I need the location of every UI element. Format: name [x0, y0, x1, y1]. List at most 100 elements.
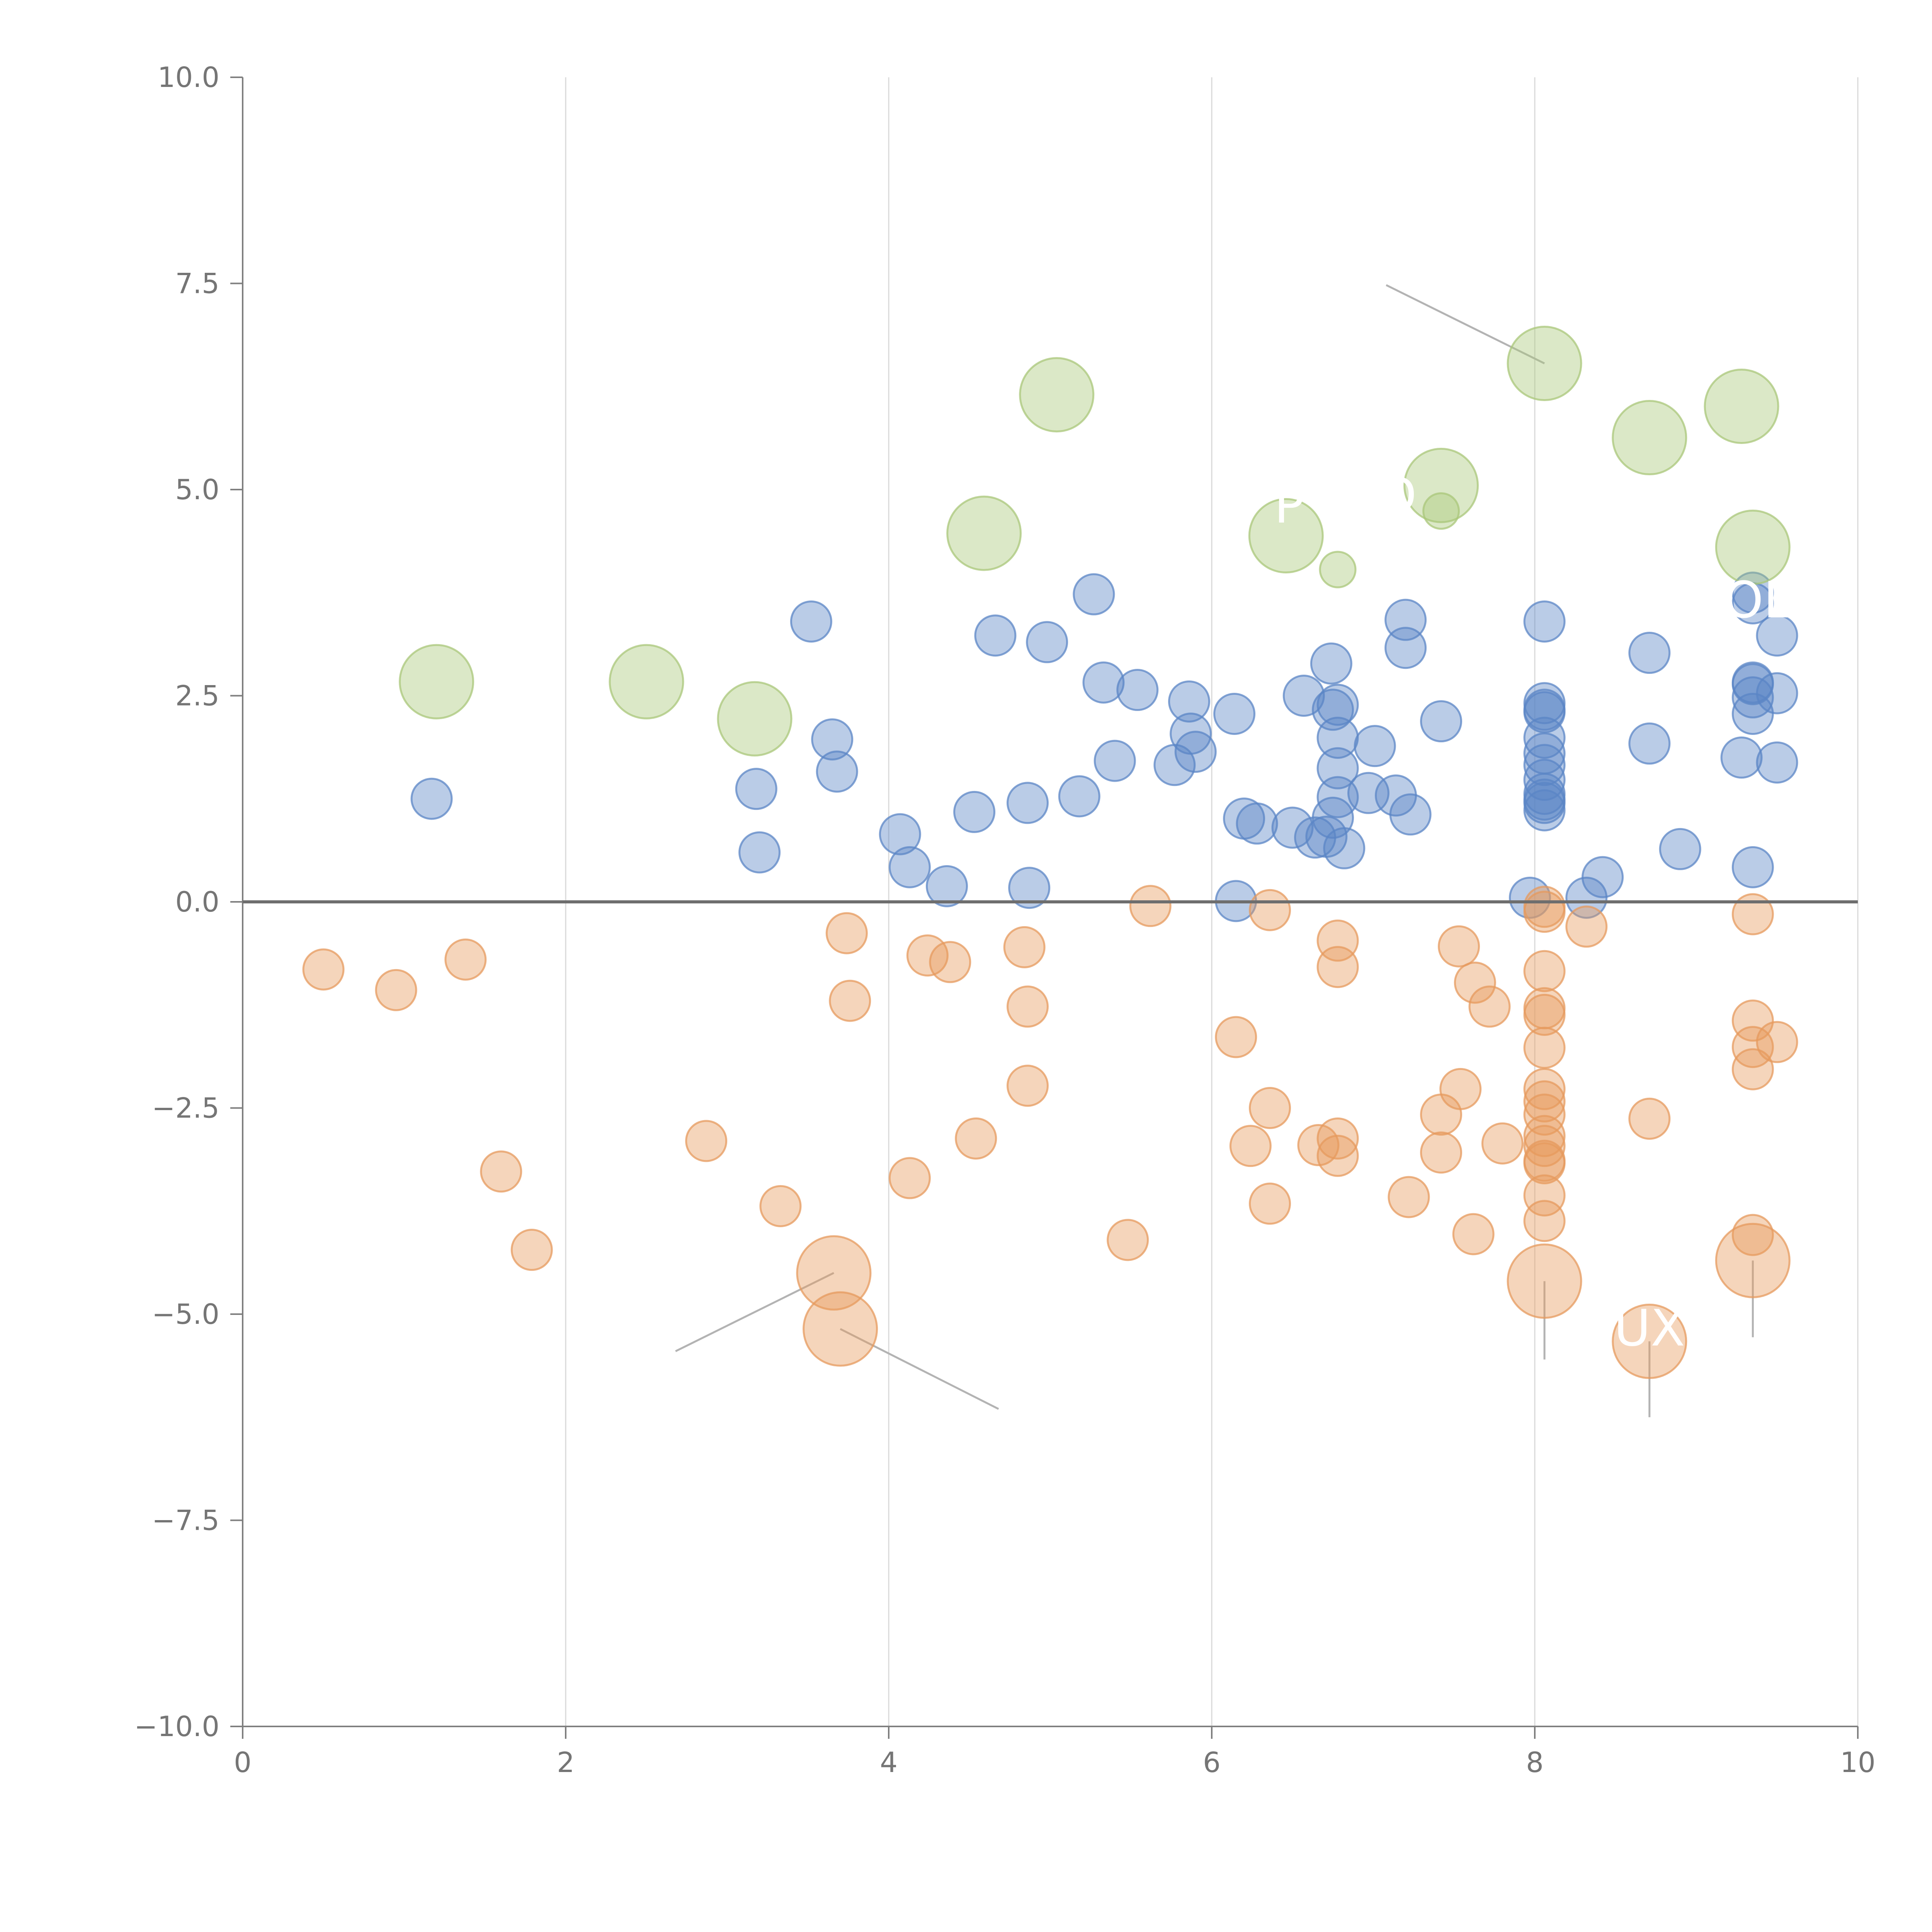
data-point-green [717, 681, 793, 757]
data-point-orange [1523, 1142, 1566, 1184]
data-point-green-small [1319, 551, 1357, 588]
data-point-blue [879, 813, 921, 855]
data-point-orange [829, 980, 871, 1022]
data-point-blue [410, 777, 453, 820]
data-point-blue [1354, 725, 1396, 767]
data-point-orange [1523, 1068, 1566, 1110]
x-tick-label: 10 [1840, 1746, 1876, 1779]
y-tick-label: 10.0 [158, 61, 219, 94]
data-point-orange-large [1612, 1303, 1687, 1379]
data-point-blue [1058, 775, 1100, 818]
data-point-blue [1389, 793, 1432, 836]
data-point-orange-large [1715, 1223, 1791, 1298]
data-point-orange [1229, 1125, 1272, 1167]
data-point-orange [825, 912, 868, 954]
data-point-green [609, 644, 684, 719]
data-point-blue [1213, 692, 1256, 735]
data-point-blue [888, 846, 931, 888]
data-point-green [399, 644, 474, 719]
data-point-orange [1003, 926, 1046, 968]
data-point-orange [1439, 1068, 1482, 1110]
data-point-orange [1731, 1048, 1774, 1090]
data-point-green [1248, 498, 1324, 574]
data-point-orange [1523, 1080, 1566, 1122]
data-point-blue [1170, 713, 1212, 755]
data-point-orange [1628, 1097, 1671, 1140]
data-point-orange-large [803, 1291, 878, 1367]
data-point-blue [1116, 669, 1159, 711]
data-point-orange [1316, 946, 1359, 988]
data-point-green [1403, 447, 1479, 523]
data-point-blue [1082, 661, 1125, 704]
data-point-orange [929, 941, 971, 983]
y-tick-label: −10.0 [134, 1710, 219, 1743]
data-point-green [1019, 357, 1095, 433]
data-point-green [1715, 509, 1791, 585]
data-point-orange [1523, 993, 1566, 1036]
data-point-blue [1347, 772, 1389, 814]
data-point-blue [1720, 736, 1763, 779]
y-tick-label: −7.5 [152, 1504, 219, 1537]
x-tick-label: 4 [880, 1746, 898, 1779]
data-point-blue [816, 750, 858, 793]
data-point-orange [1454, 961, 1496, 1004]
x-tick-label: 6 [1203, 1746, 1221, 1779]
data-point-blue [1756, 672, 1798, 714]
data-point-orange [1420, 1131, 1463, 1174]
data-point-orange [1523, 1174, 1566, 1217]
data-point-blue [1731, 846, 1774, 888]
data-point-orange [302, 948, 345, 991]
data-point-orange [1006, 985, 1049, 1028]
x-tick-label: 2 [557, 1746, 575, 1779]
leader-line [840, 1328, 999, 1410]
data-point-orange [1388, 1176, 1430, 1218]
data-point-orange [1523, 1094, 1566, 1136]
data-point-blue [790, 600, 832, 643]
axes: 0 2 4 6 8 10 10.0 7.5 5.0 2.5 0.0 −2.5 −5.0 −7.5 −10.0 [134, 61, 1875, 1779]
y-tick-label: 5.0 [175, 473, 219, 506]
x-tick-label: 0 [234, 1746, 252, 1779]
annotation-label: P [1274, 476, 1304, 534]
data-point-blue [1582, 856, 1624, 898]
data-point-green [1612, 400, 1687, 476]
annotations: P D UX OL [1274, 466, 1791, 1357]
data-point-orange [1731, 893, 1774, 935]
data-point-blue [738, 831, 781, 874]
data-point-orange [1248, 889, 1291, 931]
data-point-orange [1248, 1182, 1291, 1225]
data-point-green-small [1422, 492, 1460, 530]
data-point-orange [1523, 891, 1566, 933]
data-point-orange [1523, 950, 1566, 992]
data-point-green [1704, 368, 1779, 444]
y-tick-label: 0.0 [175, 886, 219, 918]
annotation-label: OL [1724, 571, 1791, 629]
leader-line [675, 1272, 834, 1352]
data-point-orange-large [1507, 1243, 1582, 1319]
data-point-blue [1026, 621, 1068, 663]
data-point-blue [953, 791, 996, 833]
data-point-orange [1523, 1027, 1566, 1069]
data-point-orange [759, 1185, 802, 1227]
data-point-blue [1323, 827, 1366, 869]
data-point-blue [1628, 722, 1671, 765]
y-tick-label: 2.5 [175, 680, 219, 712]
data-point-blue [1073, 573, 1115, 616]
data-point-blue [1420, 700, 1463, 743]
data-point-blue [1312, 689, 1354, 731]
data-point-blue [1756, 741, 1798, 784]
y-tick-label: −5.0 [152, 1298, 219, 1330]
data-point-blue [1271, 806, 1314, 849]
data-point-orange [888, 1157, 931, 1199]
data-point-blue [1523, 744, 1566, 786]
data-point-blue [1316, 776, 1359, 818]
x-tick-label: 8 [1526, 1746, 1544, 1779]
annotation-label: D [1378, 466, 1417, 525]
data-point-blue [1168, 680, 1210, 723]
data-point-blue [1523, 789, 1566, 832]
data-point-orange [375, 969, 417, 1011]
data-point-orange [1452, 1213, 1495, 1255]
data-point-orange [1481, 1122, 1524, 1165]
data-point-blue [1310, 642, 1352, 685]
data-point-blue [1094, 740, 1136, 782]
